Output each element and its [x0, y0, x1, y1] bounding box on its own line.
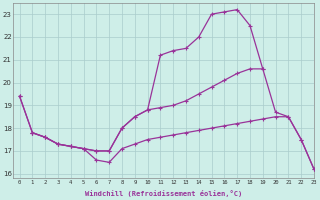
X-axis label: Windchill (Refroidissement éolien,°C): Windchill (Refroidissement éolien,°C)	[85, 190, 242, 197]
